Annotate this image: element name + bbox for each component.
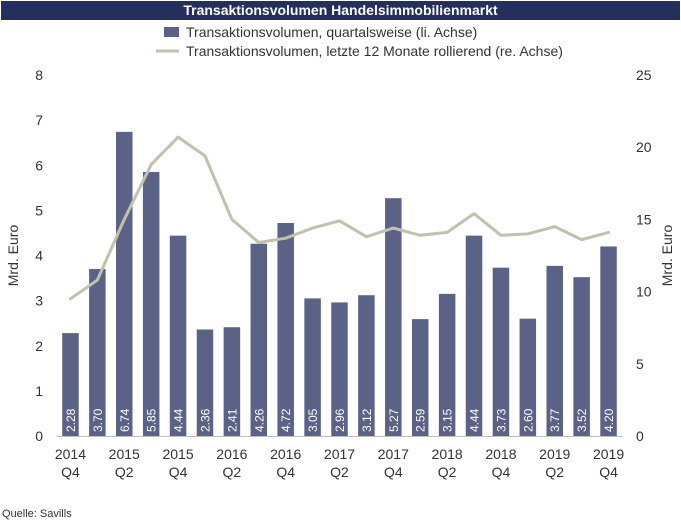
bar <box>89 269 106 436</box>
x-tick-label-quarter: Q4 <box>599 464 618 480</box>
bar-value-label: 3.52 <box>575 408 589 432</box>
bar-value-label: 3.12 <box>360 408 374 432</box>
x-tick-label-year: 2019 <box>593 446 624 462</box>
bar <box>169 235 187 436</box>
bar <box>358 295 375 436</box>
bar <box>142 172 160 437</box>
x-tick-label-quarter: Q2 <box>438 464 457 480</box>
bar-value-label: 3.73 <box>494 408 508 432</box>
y-tick-label-right: 10 <box>636 284 652 300</box>
bar <box>277 223 294 436</box>
x-tick-label-year: 2019 <box>539 446 570 462</box>
bar-value-label: 2.41 <box>225 408 239 432</box>
y-tick-label-left: 0 <box>35 428 43 444</box>
bar-value-label: 3.15 <box>441 408 455 432</box>
bar-value-label: 4.44 <box>468 408 482 432</box>
y-tick-label-left: 5 <box>35 202 43 218</box>
bar <box>492 267 510 436</box>
bar <box>519 318 537 436</box>
y-axis-label-right: Mrd. Euro <box>659 225 675 287</box>
x-tick-label-quarter: Q4 <box>492 464 511 480</box>
bar-value-label: 6.74 <box>118 408 132 432</box>
x-tick-label-quarter: Q2 <box>545 464 564 480</box>
chart-title: Transaktionsvolumen Handelsimmobilienmar… <box>1 1 680 20</box>
bar-value-label: 4.72 <box>279 408 293 432</box>
y-tick-label-right: 5 <box>636 356 644 372</box>
x-tick-label-year: 2015 <box>162 446 193 462</box>
bar-value-label: 2.59 <box>414 408 428 432</box>
bar-value-label: 2.36 <box>198 408 212 432</box>
y-axis-label-left: Mrd. Euro <box>5 225 21 287</box>
bar <box>250 243 268 436</box>
y-tick-label-right: 15 <box>636 211 652 227</box>
y-tick-label-left: 1 <box>35 383 43 399</box>
bar <box>573 277 590 436</box>
bar-value-label: 4.44 <box>172 408 186 432</box>
x-tick-label-quarter: Q4 <box>169 464 188 480</box>
bar <box>438 293 456 436</box>
bar <box>600 246 617 436</box>
legend-swatch-quarterly <box>164 27 179 37</box>
bar-value-label: 4.26 <box>252 408 266 432</box>
bar-value-label: 4.20 <box>602 408 616 432</box>
bar <box>465 235 483 436</box>
bar <box>411 319 429 436</box>
bar <box>546 265 563 436</box>
y-tick-label-right: 25 <box>636 67 652 83</box>
bar-value-label: 3.77 <box>548 408 562 432</box>
y-tick-label-left: 7 <box>35 112 43 128</box>
y-tick-label-left: 4 <box>35 248 43 264</box>
bar <box>196 329 214 436</box>
x-tick-label-quarter: Q2 <box>330 464 349 480</box>
x-tick-label-quarter: Q4 <box>384 464 403 480</box>
x-tick-label-quarter: Q4 <box>276 464 295 480</box>
x-tick-label-quarter: Q2 <box>115 464 134 480</box>
source-note: Quelle: Savills <box>2 508 72 520</box>
x-tick-label-year: 2015 <box>109 446 140 462</box>
bar-value-label: 2.96 <box>333 408 347 432</box>
rolling-line <box>68 135 611 301</box>
legend-label-quarterly: Transaktionsvolumen, quartalsweise (li. … <box>186 24 477 40</box>
bar <box>116 131 133 437</box>
bar-value-label: 3.70 <box>91 408 105 432</box>
x-tick-label-year: 2018 <box>485 446 516 462</box>
bar-value-label: 3.05 <box>306 408 320 432</box>
x-tick-label-year: 2016 <box>270 446 301 462</box>
bar <box>62 333 79 436</box>
y-tick-label-left: 2 <box>35 338 43 354</box>
x-tick-label-quarter: Q4 <box>61 464 80 480</box>
bar <box>223 327 241 436</box>
bar <box>331 302 348 436</box>
bar <box>304 298 321 436</box>
x-tick-label-year: 2014 <box>55 446 86 462</box>
legend-label-rolling: Transaktionsvolumen, letzte 12 Monate ro… <box>186 43 563 59</box>
y-tick-label-left: 8 <box>35 67 43 83</box>
bar-value-label: 5.27 <box>387 408 401 432</box>
y-tick-label-left: 6 <box>35 157 43 173</box>
bar-value-label: 2.60 <box>521 408 535 432</box>
x-tick-label-year: 2018 <box>432 446 463 462</box>
x-tick-label-year: 2017 <box>324 446 355 462</box>
bar-value-label: 2.28 <box>64 408 78 432</box>
x-tick-label-quarter: Q2 <box>223 464 242 480</box>
y-tick-label-left: 3 <box>35 293 43 309</box>
x-tick-label-year: 2016 <box>216 446 247 462</box>
y-tick-label-right: 20 <box>636 139 652 155</box>
x-tick-label-year: 2017 <box>378 446 409 462</box>
y-tick-label-right: 0 <box>636 428 644 444</box>
bar <box>385 198 402 436</box>
bar-value-label: 5.85 <box>145 408 159 432</box>
